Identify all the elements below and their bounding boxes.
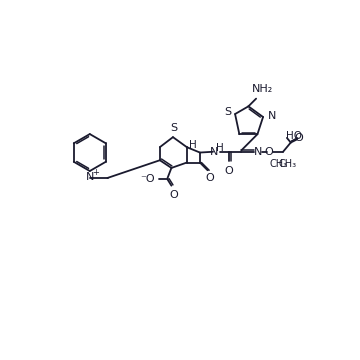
Text: N: N bbox=[86, 172, 94, 182]
Text: S: S bbox=[170, 123, 177, 133]
Text: CH₃: CH₃ bbox=[279, 159, 297, 170]
Text: +: + bbox=[92, 168, 99, 177]
Text: N: N bbox=[210, 147, 219, 157]
Text: NH₂: NH₂ bbox=[252, 84, 273, 94]
Text: HO: HO bbox=[286, 131, 302, 141]
Text: N: N bbox=[253, 147, 262, 157]
Text: O: O bbox=[225, 166, 234, 176]
Text: CH₃: CH₃ bbox=[269, 159, 288, 170]
Text: O: O bbox=[169, 190, 178, 200]
Text: O: O bbox=[294, 133, 303, 143]
Text: O: O bbox=[265, 147, 274, 157]
Text: H: H bbox=[216, 143, 224, 153]
Text: N: N bbox=[268, 111, 276, 121]
Text: S: S bbox=[224, 108, 231, 117]
Text: ⁻O: ⁻O bbox=[141, 175, 155, 184]
Text: O: O bbox=[206, 173, 214, 183]
Text: H: H bbox=[189, 140, 197, 150]
